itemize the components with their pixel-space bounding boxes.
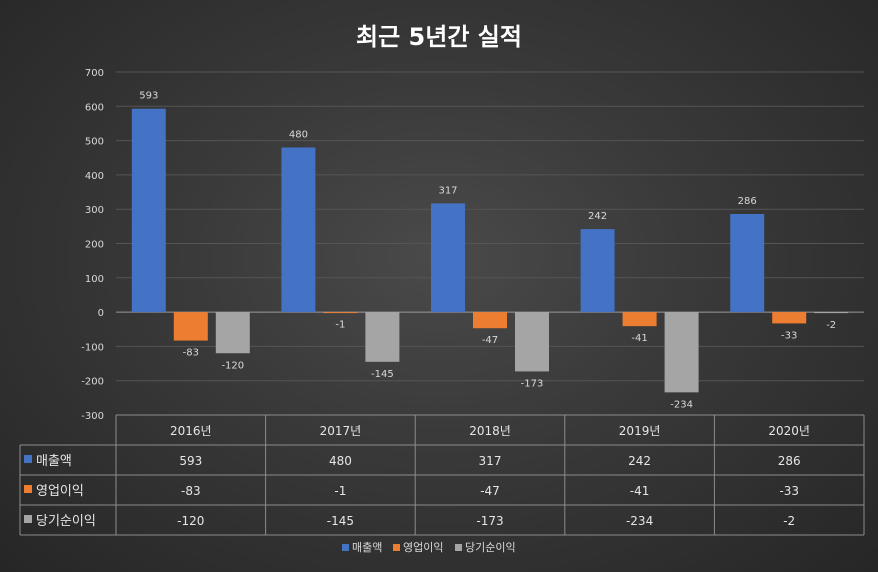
y-tick-label: 400 (85, 171, 104, 182)
y-tick-label: -100 (81, 342, 104, 353)
y-tick-label: 100 (85, 274, 104, 285)
bar (580, 229, 615, 313)
legend-label: 영업이익 (403, 541, 443, 554)
table-cell: 286 (778, 454, 801, 468)
data-label: -1 (335, 319, 345, 330)
bar (772, 312, 807, 324)
bar (431, 203, 465, 313)
table-cell: -1 (334, 484, 346, 498)
y-tick-label: 300 (85, 205, 104, 216)
bar (365, 312, 400, 362)
table-row-label: 영업이익 (36, 484, 84, 499)
table-cell: -47 (480, 484, 500, 498)
data-label: 480 (289, 129, 308, 140)
table-cell: -120 (177, 514, 204, 528)
chart-title: 최근 5년간 실적 (356, 23, 522, 51)
bar (281, 147, 316, 313)
y-tick-label: -200 (81, 377, 104, 388)
table-header-cell: 2019년 (619, 424, 661, 438)
table-header-cell: 2016년 (170, 424, 212, 438)
data-label: -33 (781, 330, 797, 341)
data-label: 317 (438, 185, 457, 196)
data-label: -83 (183, 348, 199, 359)
data-label: -2 (826, 320, 836, 331)
y-tick-label: 600 (85, 102, 104, 113)
bar (730, 214, 765, 313)
legend-label: 당기순이익 (465, 541, 516, 554)
legend-swatch (342, 544, 349, 551)
y-tick-label: 0 (98, 308, 104, 319)
table-header-cell: 2017년 (320, 424, 362, 438)
table-cell: -41 (630, 484, 650, 498)
data-label: -173 (521, 378, 544, 389)
table-cell: 480 (329, 454, 352, 468)
table-cell: -83 (181, 484, 201, 498)
legend-swatch (455, 544, 462, 551)
data-label: 593 (139, 91, 158, 102)
table-header-cell: 2020년 (768, 424, 810, 438)
table-cell: -173 (476, 514, 503, 528)
data-label: 242 (588, 211, 607, 222)
bar (173, 312, 208, 341)
legend-label: 매출액 (352, 541, 382, 554)
legend-key (24, 485, 32, 493)
bar (473, 312, 507, 329)
legend-key (24, 515, 32, 523)
table-cell: 317 (479, 454, 502, 468)
table-header-cell: 2018년 (469, 424, 511, 438)
table-cell: -33 (779, 484, 799, 498)
data-label: -120 (221, 360, 244, 371)
bar (215, 312, 250, 354)
bar (323, 312, 358, 314)
legend-swatch (393, 544, 400, 551)
table-cell: 242 (628, 454, 651, 468)
y-tick-label: 700 (85, 68, 104, 79)
legend-key (24, 455, 32, 463)
y-tick-label: -300 (81, 411, 104, 422)
y-tick-label: 500 (85, 137, 104, 148)
bar (814, 312, 849, 314)
bar (622, 312, 657, 327)
table-row-label: 매출액 (36, 454, 72, 469)
data-label: -47 (482, 335, 498, 346)
data-label: -145 (371, 369, 394, 380)
table-cell: -2 (783, 514, 795, 528)
table-row-label: 당기순이익 (36, 514, 96, 529)
table-cell: -234 (626, 514, 653, 528)
data-label: 286 (738, 196, 757, 207)
table-cell: 593 (179, 454, 202, 468)
bar (515, 312, 549, 372)
bar (664, 312, 699, 393)
table-cell: -145 (327, 514, 354, 528)
bar (131, 108, 166, 313)
y-tick-label: 200 (85, 240, 104, 251)
data-label: -41 (631, 333, 647, 344)
data-label: -234 (670, 399, 693, 410)
